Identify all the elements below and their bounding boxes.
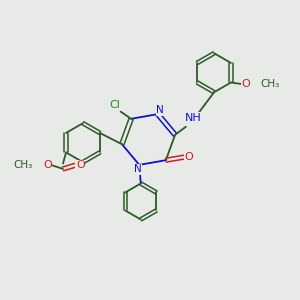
Text: CH₃: CH₃ [260,79,279,89]
Text: NH: NH [185,113,202,123]
Text: Cl: Cl [109,100,120,110]
Text: N: N [134,164,142,174]
Text: O: O [184,152,193,162]
Text: N: N [156,105,164,115]
Text: O: O [241,79,250,89]
Text: CH₃: CH₃ [14,160,33,170]
Text: O: O [43,160,52,170]
Text: O: O [76,160,85,170]
